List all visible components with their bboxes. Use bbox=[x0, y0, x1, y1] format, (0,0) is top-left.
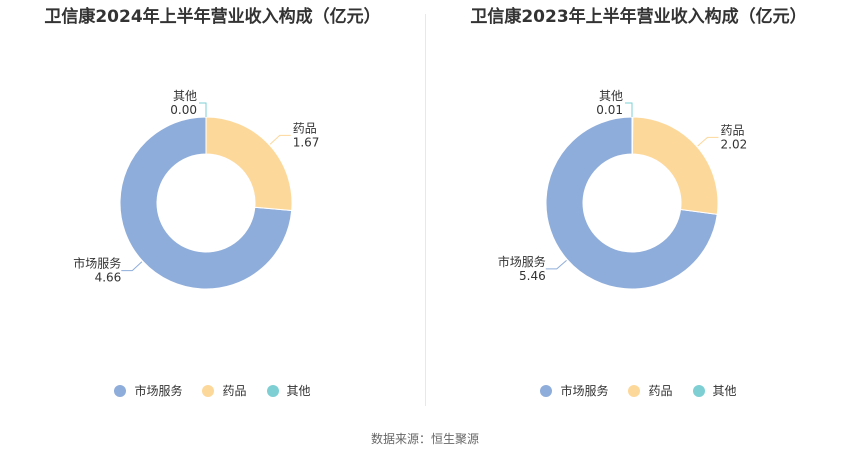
chart-panel-2024: 卫信康2024年上半年营业收入构成（亿元） 市场服务 4.66 药品 1.67 其他 0.… bbox=[0, 0, 425, 410]
leader-line-drugs bbox=[697, 136, 719, 147]
slice-value-market-service: 4.66 bbox=[95, 271, 122, 285]
slice-drugs[interactable] bbox=[631, 116, 719, 215]
slice-market-service[interactable] bbox=[119, 116, 293, 290]
chart-title: 卫信康2024年上半年营业收入构成（亿元） bbox=[44, 7, 381, 27]
slice-value-drugs: 2.02 bbox=[721, 137, 748, 151]
legend-label: 市场服务 bbox=[560, 384, 609, 398]
legend-item-market-service[interactable]: 市场服务 bbox=[540, 382, 608, 399]
legend-label: 其他 bbox=[286, 384, 311, 398]
chart-panel-2023: 卫信康2023年上半年营业收入构成（亿元） 市场服务 5.46 药品 2.02 其他 0.… bbox=[426, 0, 850, 410]
legend-item-market-service[interactable]: 市场服务 bbox=[114, 382, 182, 399]
slice-label-market-service: 市场服务 bbox=[73, 256, 121, 271]
slice-value-drugs: 1.67 bbox=[293, 135, 320, 149]
panel-divider bbox=[425, 14, 426, 406]
legend-swatch bbox=[628, 384, 641, 397]
legend-label: 市场服务 bbox=[134, 384, 183, 398]
legend-swatch bbox=[114, 384, 127, 397]
slice-label-market-service: 市场服务 bbox=[498, 254, 546, 269]
legend-label: 药品 bbox=[648, 384, 673, 398]
slice-label-other: 其他 bbox=[599, 89, 623, 103]
slice-label-drugs: 药品 bbox=[293, 121, 317, 135]
slice-label-drugs: 药品 bbox=[721, 123, 745, 137]
legend: 市场服务 药品 其他 bbox=[426, 382, 850, 399]
legend-item-other[interactable]: 其他 bbox=[692, 382, 737, 399]
slice-other[interactable] bbox=[631, 116, 634, 155]
slice-market-service[interactable] bbox=[545, 116, 718, 290]
legend-item-other[interactable]: 其他 bbox=[266, 382, 311, 399]
legend-label: 药品 bbox=[222, 384, 247, 398]
leader-line-other bbox=[625, 102, 633, 117]
legend-item-drugs[interactable]: 药品 bbox=[202, 382, 247, 399]
legend-label: 其他 bbox=[712, 384, 737, 398]
legend-swatch bbox=[202, 384, 215, 397]
slice-value-other: 0.01 bbox=[596, 103, 623, 117]
leader-line-market-service bbox=[121, 261, 143, 272]
slice-value-market-service: 5.46 bbox=[519, 269, 546, 283]
slice-label-other: 其他 bbox=[173, 89, 197, 103]
slice-value-other: 0.00 bbox=[170, 103, 197, 117]
legend: 市场服务 药品 其他 bbox=[0, 382, 425, 399]
leader-line-other bbox=[199, 102, 207, 117]
legend-swatch bbox=[266, 384, 279, 397]
leader-line-market-service bbox=[545, 259, 567, 270]
data-source: 数据来源：恒生聚源 bbox=[370, 432, 479, 446]
legend-item-drugs[interactable]: 药品 bbox=[628, 382, 673, 399]
legend-swatch bbox=[540, 384, 553, 397]
chart-title: 卫信康2023年上半年营业收入构成（亿元） bbox=[470, 7, 807, 27]
legend-swatch bbox=[692, 384, 705, 397]
leader-line-drugs bbox=[269, 134, 291, 145]
slice-drugs[interactable] bbox=[205, 116, 293, 212]
